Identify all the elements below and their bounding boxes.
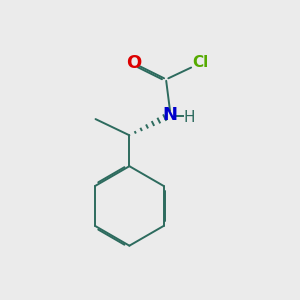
- Text: Cl: Cl: [192, 55, 208, 70]
- Text: N: N: [163, 106, 178, 124]
- Text: H: H: [183, 110, 195, 125]
- Text: O: O: [126, 53, 141, 71]
